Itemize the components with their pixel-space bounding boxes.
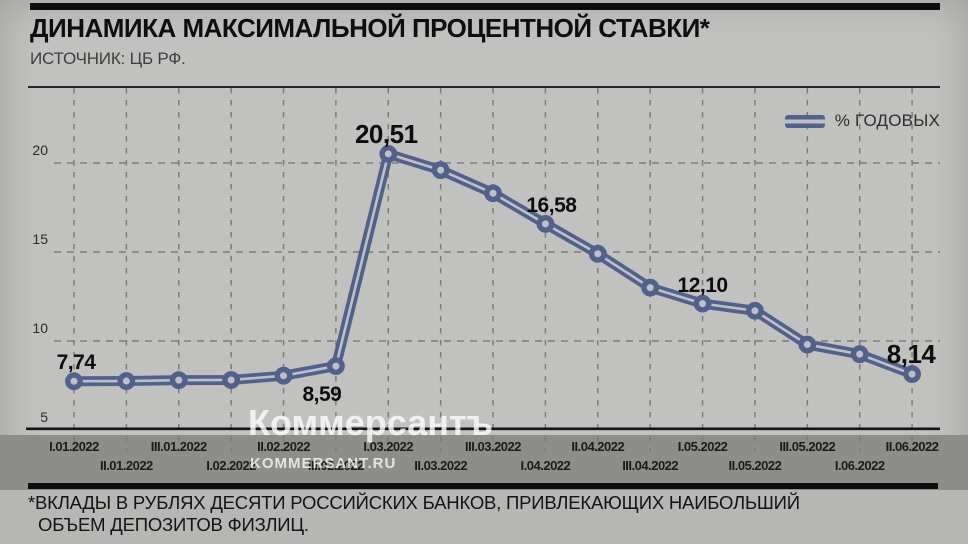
data-point-label: 8,14: [886, 339, 936, 370]
x-tick-label: I.05.2022: [677, 439, 728, 454]
legend: % ГОДОВЫХ: [784, 111, 940, 131]
data-point: [693, 294, 712, 313]
data-point: [431, 161, 450, 180]
data-point-label: 20,51: [354, 118, 418, 149]
data-point: [65, 372, 83, 391]
page-title: ДИНАМИКА МАКСИМАЛЬНОЙ ПРОЦЕНТНОЙ СТАВКИ*: [30, 13, 710, 43]
watermark-kommersant-ru: KOMMERSANT.RU: [250, 455, 397, 472]
data-point: [379, 145, 398, 163]
footnote: *ВКЛАДЫ В РУБЛЯХ ДЕСЯТИ РОССИЙСКИХ БАНКО…: [28, 492, 800, 535]
data-point: [641, 278, 660, 297]
x-tick-label: II.05.2022: [728, 458, 782, 473]
y-tick-label: 5: [40, 409, 48, 425]
x-tick-label: II.01.2022: [99, 458, 153, 473]
data-point: [274, 366, 293, 385]
data-point-label: 7,74: [56, 351, 96, 375]
x-tick-label: I.04.2022: [520, 458, 571, 473]
bottom-divider: [28, 483, 938, 489]
x-tick-label: III.02.2022: [307, 458, 364, 473]
x-axis-band: [0, 435, 968, 490]
x-tick-label: I.02.2022: [206, 458, 256, 473]
x-tick-label: II.02.2022: [257, 439, 310, 454]
y-tick-label: 10: [32, 320, 48, 336]
data-point: [536, 214, 555, 233]
x-tick-label: II.03.2022: [414, 458, 468, 473]
data-point-label: 8,59: [302, 383, 342, 407]
x-tick-label: III.03.2022: [465, 439, 522, 454]
x-tick-label: III.04.2022: [622, 458, 679, 473]
x-tick-label: III.05.2022: [779, 439, 836, 454]
x-tick-label: III.01.2022: [150, 439, 207, 454]
data-point-label: 16,58: [526, 193, 577, 217]
data-point: [903, 365, 921, 384]
x-tick-label: I.03.2022: [363, 439, 414, 454]
x-tick-label: II.04.2022: [571, 439, 625, 454]
data-point: [588, 244, 607, 263]
data-point: [484, 184, 502, 203]
data-point-label: 12,10: [677, 273, 729, 297]
legend-line-swatch: [784, 114, 825, 128]
watermark-kommersant: Коммерсантъ: [248, 402, 493, 443]
data-point: [117, 372, 136, 390]
x-tick-label: I.01.2022: [49, 439, 99, 454]
data-point: [169, 371, 188, 390]
legend-label: % ГОДОВЫХ: [834, 111, 940, 130]
data-point: [746, 301, 764, 320]
data-point: [326, 357, 345, 375]
x-tick-label: II.06.2022: [885, 439, 939, 454]
x-tick-label: I.06.2022: [834, 458, 885, 473]
data-point: [222, 371, 241, 389]
y-tick-label: 20: [32, 142, 48, 158]
data-point: [850, 345, 869, 364]
top-accent-bar: [30, 3, 940, 10]
footnote-line1: *ВКЛАДЫ В РУБЛЯХ ДЕСЯТИ РОССИЙСКИХ БАНКО…: [28, 492, 800, 513]
footnote-line2: ОБЪЕМ ДЕПОЗИТОВ ФИЗЛИЦ.: [38, 513, 309, 535]
footnote-area: [0, 490, 968, 544]
data-point: [798, 335, 817, 354]
source-label: ИСТОЧНИК: ЦБ РФ.: [30, 49, 186, 68]
y-tick-label: 15: [32, 231, 48, 247]
